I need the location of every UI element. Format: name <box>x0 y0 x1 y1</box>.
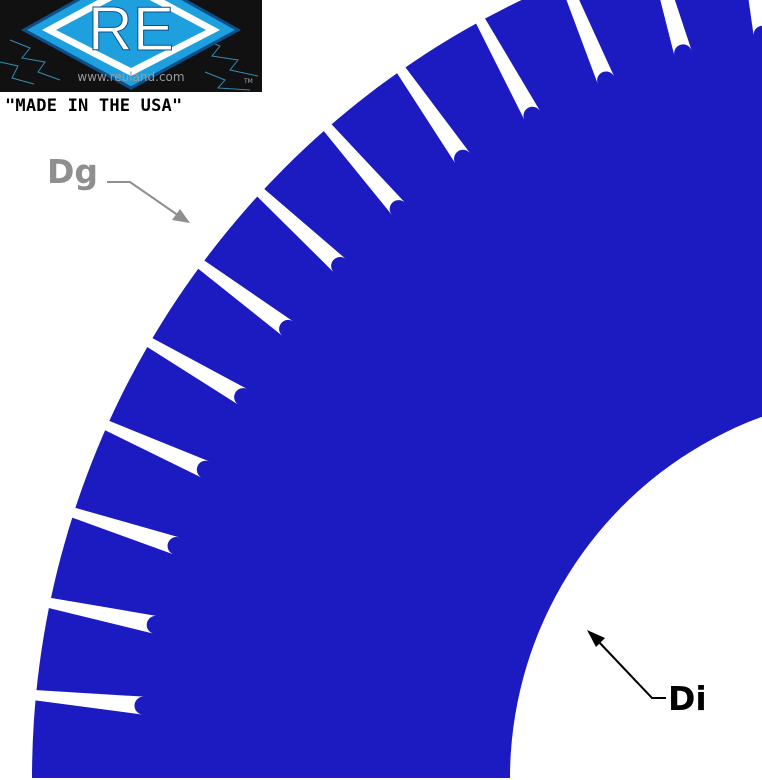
slot <box>566 0 615 84</box>
logo-url: www.reuland.com <box>77 70 185 84</box>
slot <box>143 336 248 405</box>
dg-leader-arrow <box>107 181 190 223</box>
slot <box>254 186 347 273</box>
di-leader-arrow <box>587 630 666 699</box>
dg-label: Dg <box>47 152 99 191</box>
logo-graphic: RE <box>0 0 259 91</box>
logo-trademark: TM <box>244 78 253 85</box>
made-in-usa-tagline: "MADE IN THE USA" <box>5 96 183 116</box>
slot <box>748 0 762 37</box>
slot <box>394 64 471 164</box>
slot-group <box>31 0 762 715</box>
slot <box>660 0 692 56</box>
slot <box>31 689 145 715</box>
di-label: Di <box>668 679 707 718</box>
company-logo: RE www.reuland.com TM <box>0 0 262 92</box>
slot <box>44 597 158 634</box>
slot <box>321 121 406 215</box>
slot <box>68 506 180 555</box>
slot <box>195 258 294 337</box>
slot <box>101 419 210 478</box>
logo-letters: RE <box>88 0 174 64</box>
lamination-body <box>32 0 762 778</box>
slot <box>474 15 541 121</box>
